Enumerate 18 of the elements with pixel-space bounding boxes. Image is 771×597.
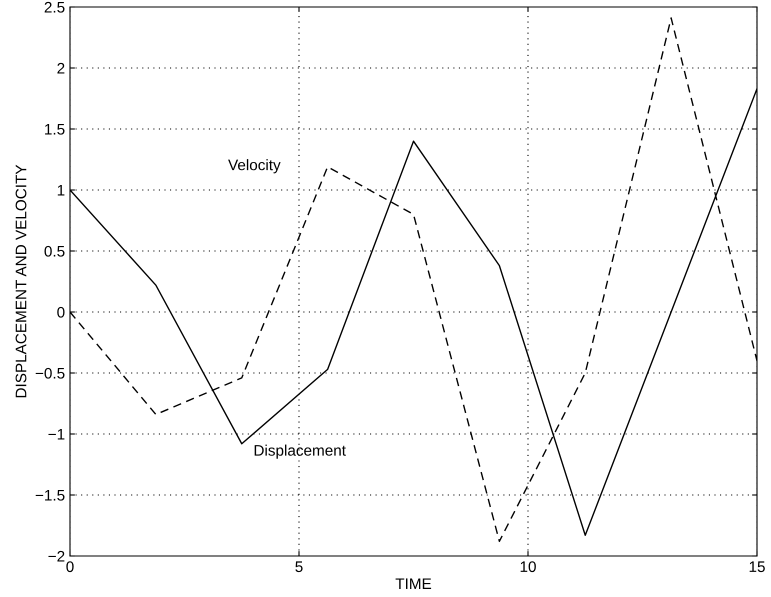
- y-tick-label: −1.5: [36, 490, 64, 501]
- x-tick-label: 5: [295, 561, 303, 572]
- x-tick-label: 0: [66, 561, 74, 572]
- y-tick-label: 2: [57, 62, 64, 74]
- y-axis-title: DISPLACEMENT AND VELOCITY: [16, 164, 26, 398]
- y-tick-label: 0.5: [44, 246, 64, 257]
- y-tick-label: −0.5: [36, 368, 64, 379]
- x-tick-label: 10: [520, 561, 536, 572]
- y-tick-label: 2.5: [44, 2, 64, 13]
- y-tick-label: 0: [57, 306, 65, 318]
- y-tick-label: −1: [48, 429, 64, 440]
- y-tick-label: −2: [48, 550, 64, 562]
- y-tick-label: 1.5: [45, 124, 64, 135]
- x-axis-title: TIME: [396, 578, 432, 589]
- x-tick-label: 15: [750, 561, 765, 572]
- annotation: Displacement: [254, 444, 346, 459]
- y-tick-label: 1: [58, 185, 64, 196]
- annotation: Velocity: [228, 159, 281, 174]
